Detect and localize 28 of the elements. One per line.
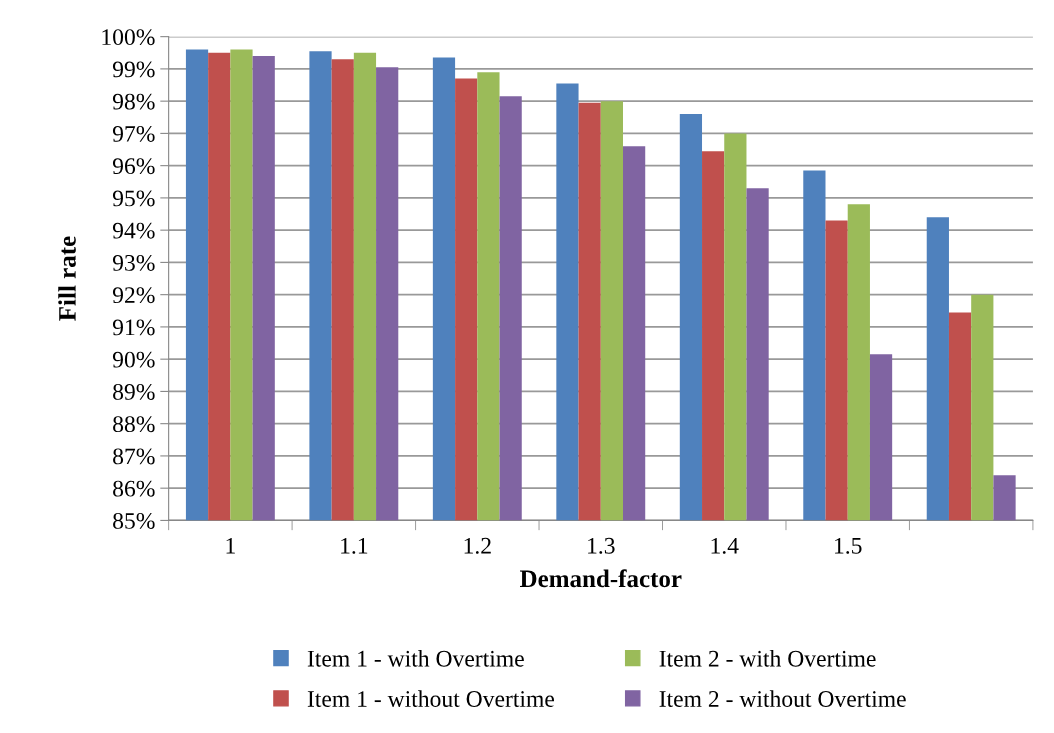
x-tick-label: 1.3 bbox=[588, 537, 615, 554]
y-tick-label: 98% bbox=[112, 93, 155, 110]
x-tick-label: 1 bbox=[226, 537, 235, 554]
x-tick-label: 1.2 bbox=[464, 537, 491, 554]
legend-label: Item 1 - with Overtime bbox=[307, 650, 524, 667]
y-tick-label: 91% bbox=[112, 319, 155, 336]
y-tick-label: 88% bbox=[113, 416, 155, 433]
x-axis-title: Demand-factor bbox=[520, 569, 682, 588]
y-tick-label: 99% bbox=[112, 61, 155, 78]
y-tick-label: 92% bbox=[112, 287, 155, 304]
y-tick-label: 86% bbox=[113, 480, 155, 497]
x-tick-label: 1.5 bbox=[835, 537, 862, 554]
y-tick-label: 100% bbox=[102, 29, 155, 46]
y-tick-label: 94% bbox=[112, 222, 155, 239]
y-tick-label: 87% bbox=[113, 448, 155, 465]
y-tick-label: 97% bbox=[112, 125, 155, 142]
y-tick-label: 93% bbox=[112, 254, 155, 271]
legend-label: Item 2 - without Overtime bbox=[659, 690, 906, 707]
legend-label: Item 1 - without Overtime bbox=[307, 690, 555, 707]
x-tick-label: 1.1 bbox=[341, 537, 368, 554]
y-tick-label: 85% bbox=[113, 512, 155, 529]
x-tick-label: 1.4 bbox=[711, 537, 739, 554]
y-tick-label: 90% bbox=[112, 351, 155, 368]
legend-label: Item 2 - with Overtime bbox=[659, 650, 876, 667]
y-axis-title: Fill rate bbox=[58, 236, 76, 321]
y-tick-label: 89% bbox=[113, 383, 155, 400]
y-tick-label: 96% bbox=[112, 158, 155, 175]
y-tick-label: 95% bbox=[112, 190, 155, 207]
